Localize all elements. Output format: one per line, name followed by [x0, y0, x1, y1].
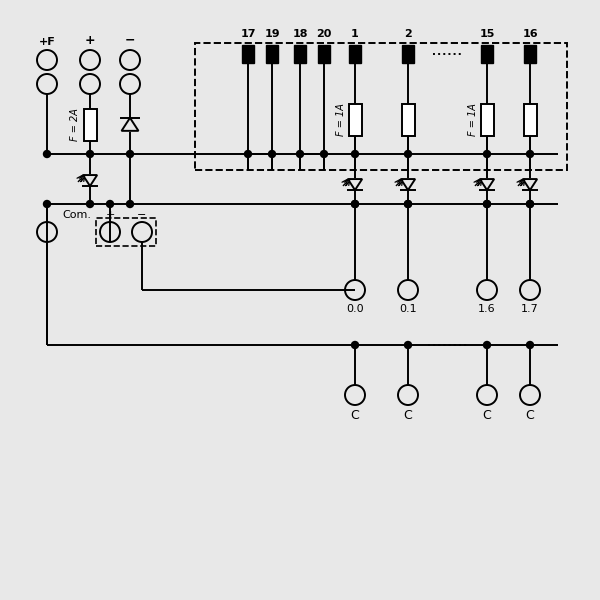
Circle shape	[404, 200, 412, 208]
Circle shape	[404, 151, 412, 157]
Circle shape	[404, 200, 412, 208]
Text: 18: 18	[292, 29, 308, 39]
Bar	[401, 104, 415, 136]
Text: 0.0: 0.0	[346, 304, 364, 314]
Circle shape	[86, 151, 94, 157]
Circle shape	[86, 200, 94, 208]
Text: 1: 1	[351, 29, 359, 39]
Bar	[349, 45, 361, 63]
Circle shape	[352, 200, 359, 208]
Bar	[83, 109, 97, 141]
Bar	[481, 104, 493, 136]
Circle shape	[484, 200, 491, 208]
Circle shape	[352, 200, 359, 208]
Bar	[349, 104, 361, 136]
Circle shape	[352, 151, 359, 157]
Text: 16: 16	[522, 29, 538, 39]
Text: +F: +F	[38, 37, 55, 47]
Text: C: C	[404, 409, 412, 422]
Bar	[195, 43, 567, 170]
Text: Com.: Com.	[62, 210, 91, 220]
Circle shape	[320, 151, 328, 157]
Circle shape	[352, 341, 359, 349]
Bar	[318, 45, 330, 63]
Text: C: C	[350, 409, 359, 422]
Text: 0.1: 0.1	[399, 304, 417, 314]
Bar	[266, 45, 278, 63]
Circle shape	[484, 200, 491, 208]
Circle shape	[404, 341, 412, 349]
Circle shape	[44, 151, 50, 157]
Circle shape	[527, 151, 533, 157]
Bar	[294, 45, 306, 63]
Circle shape	[527, 200, 533, 208]
Circle shape	[296, 151, 304, 157]
Text: 17: 17	[240, 29, 256, 39]
Text: F = 2A: F = 2A	[71, 109, 80, 142]
Bar	[402, 45, 414, 63]
Bar	[523, 104, 536, 136]
Text: 1.6: 1.6	[478, 304, 496, 314]
Text: 19: 19	[264, 29, 280, 39]
Circle shape	[484, 341, 491, 349]
Text: 20: 20	[316, 29, 332, 39]
Text: −: −	[137, 210, 146, 220]
Text: C: C	[526, 409, 535, 422]
Text: 15: 15	[479, 29, 494, 39]
Circle shape	[527, 200, 533, 208]
Circle shape	[484, 151, 491, 157]
Text: F = 1A: F = 1A	[467, 104, 478, 136]
Text: F = 1A: F = 1A	[335, 104, 346, 136]
Text: C: C	[482, 409, 491, 422]
Circle shape	[245, 151, 251, 157]
Bar	[481, 45, 493, 63]
Circle shape	[127, 151, 133, 157]
Text: 2: 2	[404, 29, 412, 39]
Text: 1.7: 1.7	[521, 304, 539, 314]
Circle shape	[44, 200, 50, 208]
Bar	[96, 218, 156, 246]
Text: +: +	[106, 210, 115, 220]
Circle shape	[107, 200, 113, 208]
Circle shape	[127, 200, 133, 208]
Circle shape	[527, 341, 533, 349]
Bar	[242, 45, 254, 63]
Circle shape	[269, 151, 275, 157]
Text: −: −	[125, 34, 135, 47]
Text: +: +	[85, 34, 95, 47]
Bar	[524, 45, 536, 63]
